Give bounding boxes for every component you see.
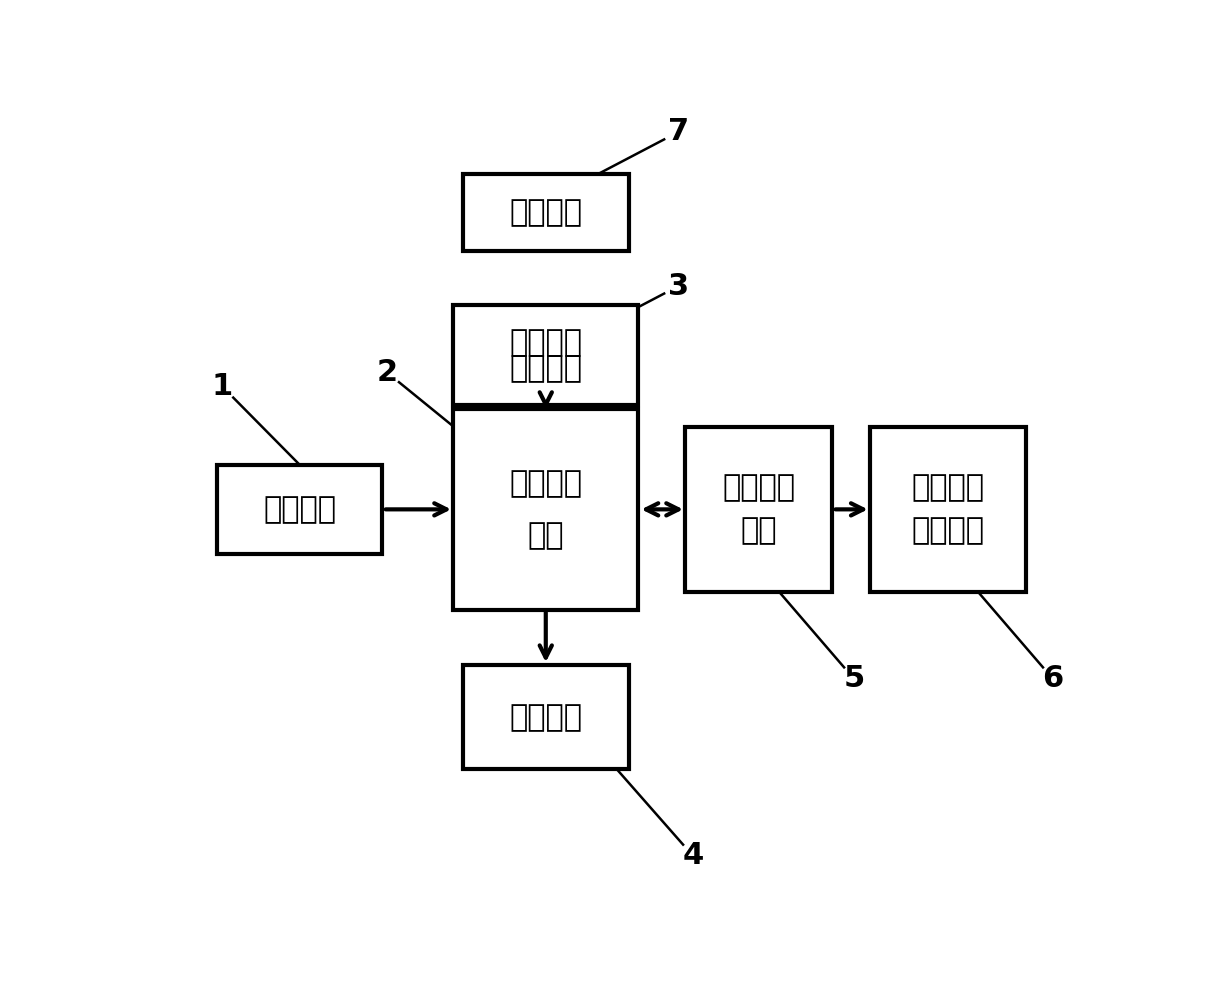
Bar [463, 666, 628, 770]
Bar [870, 426, 1026, 593]
Text: 输入单元: 输入单元 [510, 353, 582, 382]
Text: 2: 2 [376, 358, 397, 386]
Text: 1: 1 [211, 372, 233, 401]
Text: 输出单元: 输出单元 [912, 517, 985, 546]
Text: 指示单元: 指示单元 [510, 703, 582, 732]
Text: 供电单元: 供电单元 [510, 198, 582, 227]
Text: 6: 6 [1042, 665, 1063, 694]
Bar [686, 426, 832, 593]
Text: 5: 5 [843, 665, 864, 694]
Text: 3: 3 [668, 271, 689, 300]
Text: 微控制器: 微控制器 [510, 468, 582, 497]
Bar [453, 305, 638, 405]
Text: 4: 4 [682, 842, 704, 871]
Bar [453, 409, 638, 610]
Text: 操作单元: 操作单元 [263, 494, 336, 524]
Text: 信号传换: 信号传换 [722, 473, 796, 503]
Bar [216, 465, 382, 554]
Text: 信号调理: 信号调理 [912, 473, 985, 503]
Text: 单元: 单元 [741, 517, 777, 546]
Text: 7: 7 [668, 117, 689, 146]
Bar [463, 174, 628, 251]
Text: 脑电数据: 脑电数据 [510, 327, 582, 356]
Text: 单元: 单元 [528, 521, 565, 550]
